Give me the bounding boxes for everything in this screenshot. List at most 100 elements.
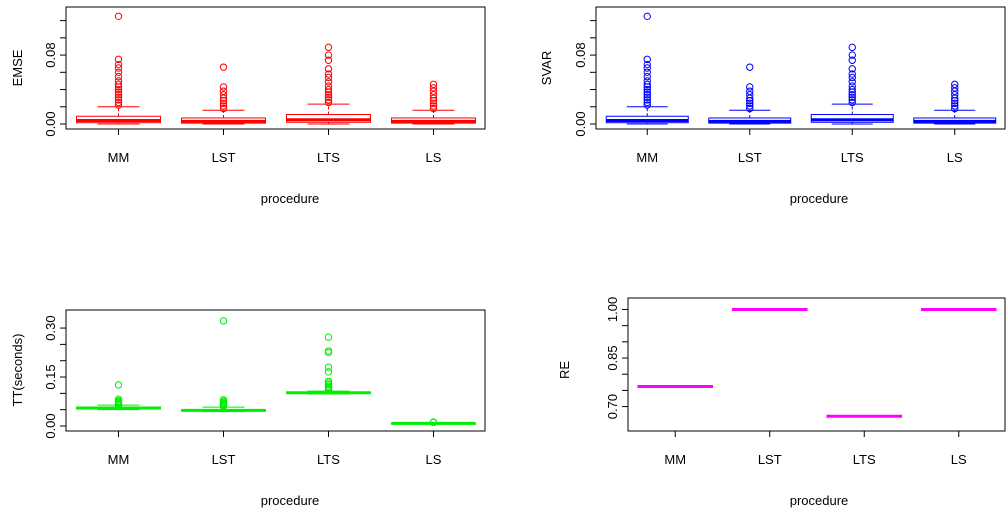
outlier-point [324, 347, 333, 355]
y-tick-label: 0.00 [43, 111, 58, 136]
outlier-point [114, 80, 123, 89]
outlier-point [848, 98, 856, 107]
plot-frame [65, 6, 486, 130]
outlier-point [848, 82, 856, 90]
outlier-point [114, 88, 123, 96]
outlier-point [324, 85, 333, 94]
outlier-point [114, 68, 123, 77]
outlier-point [114, 395, 123, 403]
outlier-point [324, 363, 333, 371]
outlier-point [429, 80, 438, 89]
outlier-point [429, 84, 438, 92]
outlier-point [324, 82, 333, 90]
outlier-point [643, 91, 651, 99]
outlier-point [951, 99, 959, 108]
outlier-point [114, 72, 123, 81]
box-ls [391, 80, 476, 125]
outlier-point [643, 96, 651, 104]
outlier-point [324, 73, 333, 82]
outlier-point [219, 104, 228, 113]
y-tick-label: 0.08 [573, 42, 588, 67]
outlier-point [848, 78, 856, 86]
x-axis-label-tt: procedure [261, 493, 320, 508]
outlier-point [951, 80, 959, 89]
outlier-point [848, 91, 856, 99]
x-tick-label: MM [636, 150, 658, 165]
box-lst [181, 317, 266, 413]
plot-frame [65, 309, 486, 432]
outlier-point [429, 418, 438, 426]
outlier-point [114, 12, 123, 21]
x-tick-label: LTS [317, 150, 340, 165]
box-mm [76, 381, 161, 411]
x-tick-label: MM [108, 452, 130, 467]
outlier-point [848, 96, 856, 104]
outlier-point [114, 85, 123, 94]
y-axis-label-svar: SVAR [539, 51, 554, 85]
outlier-point [324, 93, 333, 101]
outlier-point [848, 73, 856, 82]
box-ls [391, 418, 476, 427]
outlier-point [324, 56, 333, 64]
box-lst [181, 63, 266, 125]
outlier-point [746, 63, 754, 71]
plot-frame [627, 297, 1006, 432]
x-axis-label-re: procedure [790, 493, 849, 508]
outlier-point [643, 88, 651, 96]
x-axis-label-emse: procedure [261, 191, 320, 206]
outlier-point [324, 65, 333, 73]
outlier-point [114, 101, 123, 109]
outlier-point [643, 98, 651, 107]
panel-re: 0.70 0.85 1.00 MM LST LTS LS procedure RE [557, 297, 1006, 508]
outlier-point [324, 51, 333, 59]
outlier-point [643, 93, 651, 101]
outlier-point [114, 64, 123, 72]
y-axis-label-tt: TT(seconds) [10, 334, 25, 407]
outlier-point [848, 93, 856, 101]
y-tick-label: 0.85 [605, 345, 620, 370]
x-tick-label: LS [951, 452, 967, 467]
outlier-point [643, 77, 651, 85]
outlier-point [324, 98, 333, 107]
y-tick-label: 0.08 [43, 42, 58, 67]
box-lst [708, 63, 792, 125]
outlier-point [746, 83, 754, 91]
outlier-point [848, 56, 856, 64]
outlier-point [848, 70, 856, 78]
outlier-point [219, 396, 228, 404]
outlier-point [429, 99, 438, 108]
outlier-point [324, 333, 333, 341]
outlier-point [643, 85, 651, 94]
x-tick-label: LTS [317, 452, 340, 467]
outlier-point [848, 65, 856, 73]
outlier-point [324, 368, 333, 376]
outlier-point [643, 80, 651, 89]
outlier-point [114, 55, 123, 64]
outlier-point [324, 70, 333, 78]
box-lts [286, 333, 371, 395]
outlier-point [219, 317, 228, 325]
outlier-point [746, 91, 754, 99]
outlier-point [643, 64, 651, 72]
x-tick-label: LTS [853, 452, 876, 467]
outlier-point [219, 91, 228, 99]
panel-emse: 0.00 0.08 MM LST LTS LS procedure EMSE [10, 6, 486, 206]
outlier-point [951, 104, 959, 113]
outlier-point [643, 60, 651, 69]
y-axis-label-emse: EMSE [10, 49, 25, 86]
y-tick-label: 1.00 [605, 297, 620, 322]
outlier-point [848, 85, 856, 94]
x-tick-label: LS [947, 150, 963, 165]
x-tick-label: LST [212, 452, 236, 467]
plot-frame [595, 6, 1006, 130]
x-tick-label: LS [426, 452, 442, 467]
box-ls [913, 80, 997, 125]
outlier-point [643, 68, 651, 77]
panel-tt: 0.00 0.15 0.30 MM LST LTS LS procedure TT(seco… [10, 309, 486, 508]
outlier-point [114, 60, 123, 69]
y-tick-label: 0.00 [43, 413, 58, 438]
panel-svar: 0.00 0.08 MM LST LTS LS procedure SVAR [539, 6, 1006, 206]
y-axis-label-re: RE [557, 361, 572, 379]
outlier-point [848, 51, 856, 59]
